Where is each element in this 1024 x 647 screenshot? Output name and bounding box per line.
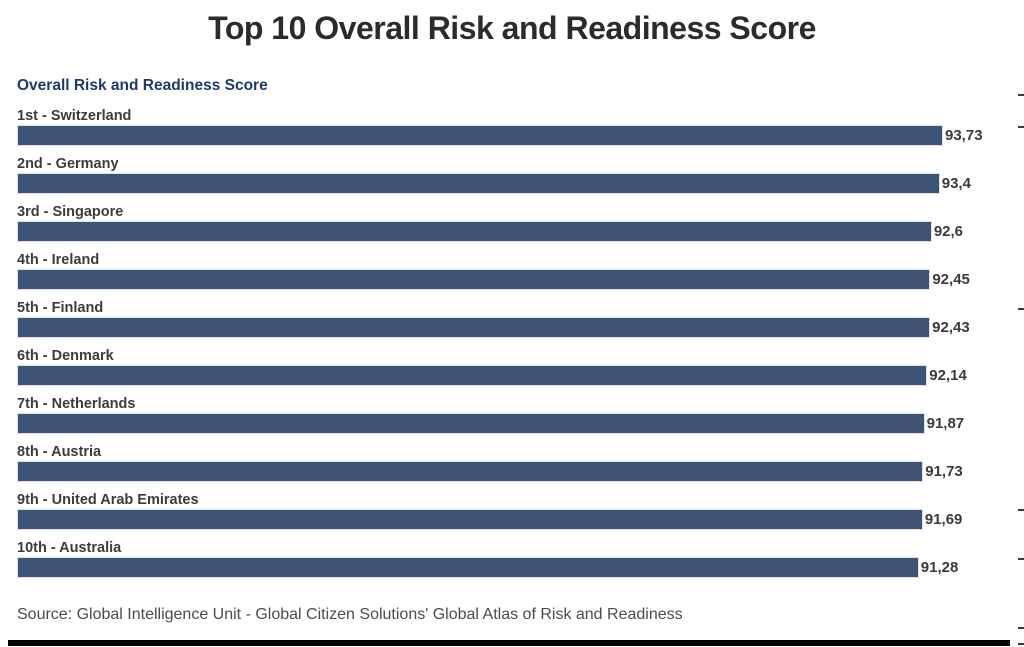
bar-row: 7th - Netherlands 91,87 (17, 395, 964, 434)
bar (17, 557, 919, 578)
bar-label: 7th - Netherlands (17, 396, 136, 412)
axis-tick (1018, 643, 1024, 645)
bar-value: 92,43 (932, 319, 970, 336)
bar-line: 92,43 (17, 317, 970, 338)
bar (17, 461, 924, 482)
axis-tick (1018, 558, 1024, 560)
bar (17, 221, 932, 242)
bar-label: 3rd - Singapore (17, 204, 124, 220)
bar-row: 4th - Ireland 92,45 (17, 251, 970, 290)
bar-label: 10th - Australia (17, 540, 122, 556)
bar-line: 91,28 (17, 557, 958, 578)
bar-line: 91,69 (17, 509, 962, 530)
bar-value: 93,73 (945, 127, 983, 144)
bar-label: 8th - Austria (17, 444, 102, 460)
bar-value: 92,14 (929, 367, 967, 384)
bar-label: 2nd - Germany (17, 156, 119, 172)
bar-row: 6th - Denmark 92,14 (17, 347, 967, 386)
bar-rows: 1st - Switzerland 93,73 2nd - Germany 93… (17, 107, 983, 587)
axis-tick (1018, 509, 1024, 511)
bar-label: 1st - Switzerland (17, 108, 132, 124)
chart-title: Top 10 Overall Risk and Readiness Score (208, 10, 816, 46)
bar (17, 269, 931, 290)
axis-tick (1018, 94, 1024, 96)
bar-value: 92,45 (932, 271, 970, 288)
bar-line: 92,45 (17, 269, 970, 290)
bar-line: 91,87 (17, 413, 964, 434)
bar-value: 93,4 (941, 175, 971, 192)
bar-value: 91,28 (920, 559, 959, 576)
source-note: Source: Global Intelligence Unit - Globa… (17, 606, 683, 623)
bottom-border-bar (8, 640, 1010, 646)
bar-label: 6th - Denmark (17, 348, 114, 364)
bar (17, 365, 928, 386)
axis-tick (1018, 308, 1024, 310)
bar (17, 413, 925, 434)
bar-value: 91,87 (926, 415, 965, 432)
bar-value: 91,69 (924, 511, 963, 528)
bar-row: 8th - Austria 91,73 (17, 443, 963, 482)
bar (17, 173, 940, 194)
bar-row: 2nd - Germany 93,4 (17, 155, 971, 194)
bar-line: 92,6 (17, 221, 963, 242)
bar-line: 93,4 (17, 173, 971, 194)
series-label: Overall Risk and Readiness Score (17, 77, 268, 94)
bar-value: 92,6 (933, 223, 964, 240)
axis-tick (1018, 126, 1024, 128)
bar-label: 4th - Ireland (17, 252, 100, 268)
bar-label: 9th - United Arab Emirates (17, 492, 199, 508)
bar-line: 93,73 (17, 125, 983, 146)
bar-value: 91,73 (925, 463, 963, 480)
bar-line: 92,14 (17, 365, 967, 386)
bar-row: 3rd - Singapore 92,6 (17, 203, 963, 242)
bar-line: 91,73 (17, 461, 963, 482)
bar (17, 317, 931, 338)
bar-row: 5th - Finland 92,43 (17, 299, 970, 338)
bar (17, 125, 943, 146)
axis-tick (1018, 627, 1024, 629)
bar (17, 509, 923, 530)
bar-label: 5th - Finland (17, 300, 104, 316)
bar-row: 9th - United Arab Emirates 91,69 (17, 491, 962, 530)
bar-row: 1st - Switzerland 93,73 (17, 107, 983, 146)
bar-row: 10th - Australia 91,28 (17, 539, 958, 578)
